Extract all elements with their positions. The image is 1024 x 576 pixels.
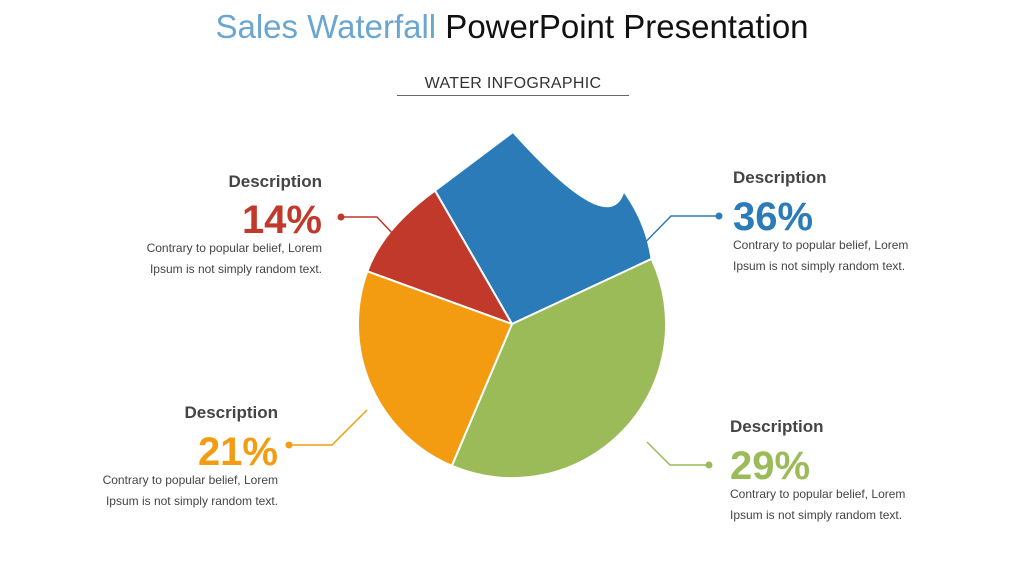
slice-green-29 — [450, 257, 668, 480]
leader-green-line — [646, 441, 709, 466]
subtitle-underline — [397, 95, 629, 96]
leader-blue-line — [625, 215, 719, 263]
leader-green-dot — [705, 461, 713, 469]
callout-red-text-2: Ipsum is not simply random text. — [149, 262, 322, 276]
callout-green-percent: 29% — [730, 444, 811, 488]
title-accent: Sales Waterfall — [215, 8, 437, 45]
slice-blue-36 — [434, 131, 653, 325]
callout-blue-heading: Description — [733, 168, 827, 187]
callout-blue-text-2: Ipsum is not simply random text. — [733, 259, 906, 273]
leader-orange-line — [289, 409, 368, 446]
slice-red-14 — [366, 189, 513, 325]
callout-green-text-2: Ipsum is not simply random text. — [730, 508, 903, 522]
slide-subtitle: WATER INFOGRAPHIC — [424, 75, 602, 92]
callout-orange-text-1: Contrary to popular belief, Lorem — [102, 473, 278, 487]
callout-orange-text-2: Ipsum is not simply random text. — [105, 494, 278, 508]
callout-green-text-1: Contrary to popular belief, Lorem — [730, 487, 906, 501]
callout-red-heading: Description — [228, 172, 322, 191]
slide-title: Sales Waterfall PowerPoint Presentation — [0, 8, 1024, 46]
leader-red-dot — [337, 213, 345, 221]
leader-blue-dot — [715, 212, 723, 220]
callout-red-percent: 14% — [241, 198, 322, 242]
leader-red-line — [341, 216, 411, 253]
leader-orange-dot — [285, 441, 293, 449]
callout-orange-heading: Description — [184, 403, 278, 422]
callout-red-text-1: Contrary to popular belief, Lorem — [146, 241, 322, 255]
callout-green-heading: Description — [730, 417, 824, 436]
callout-orange-percent: 21% — [197, 430, 278, 474]
slice-orange-21 — [357, 270, 513, 467]
callout-blue-percent: 36% — [733, 195, 814, 239]
title-rest: PowerPoint Presentation — [436, 8, 809, 45]
callout-blue-text-1: Contrary to popular belief, Lorem — [733, 238, 909, 252]
